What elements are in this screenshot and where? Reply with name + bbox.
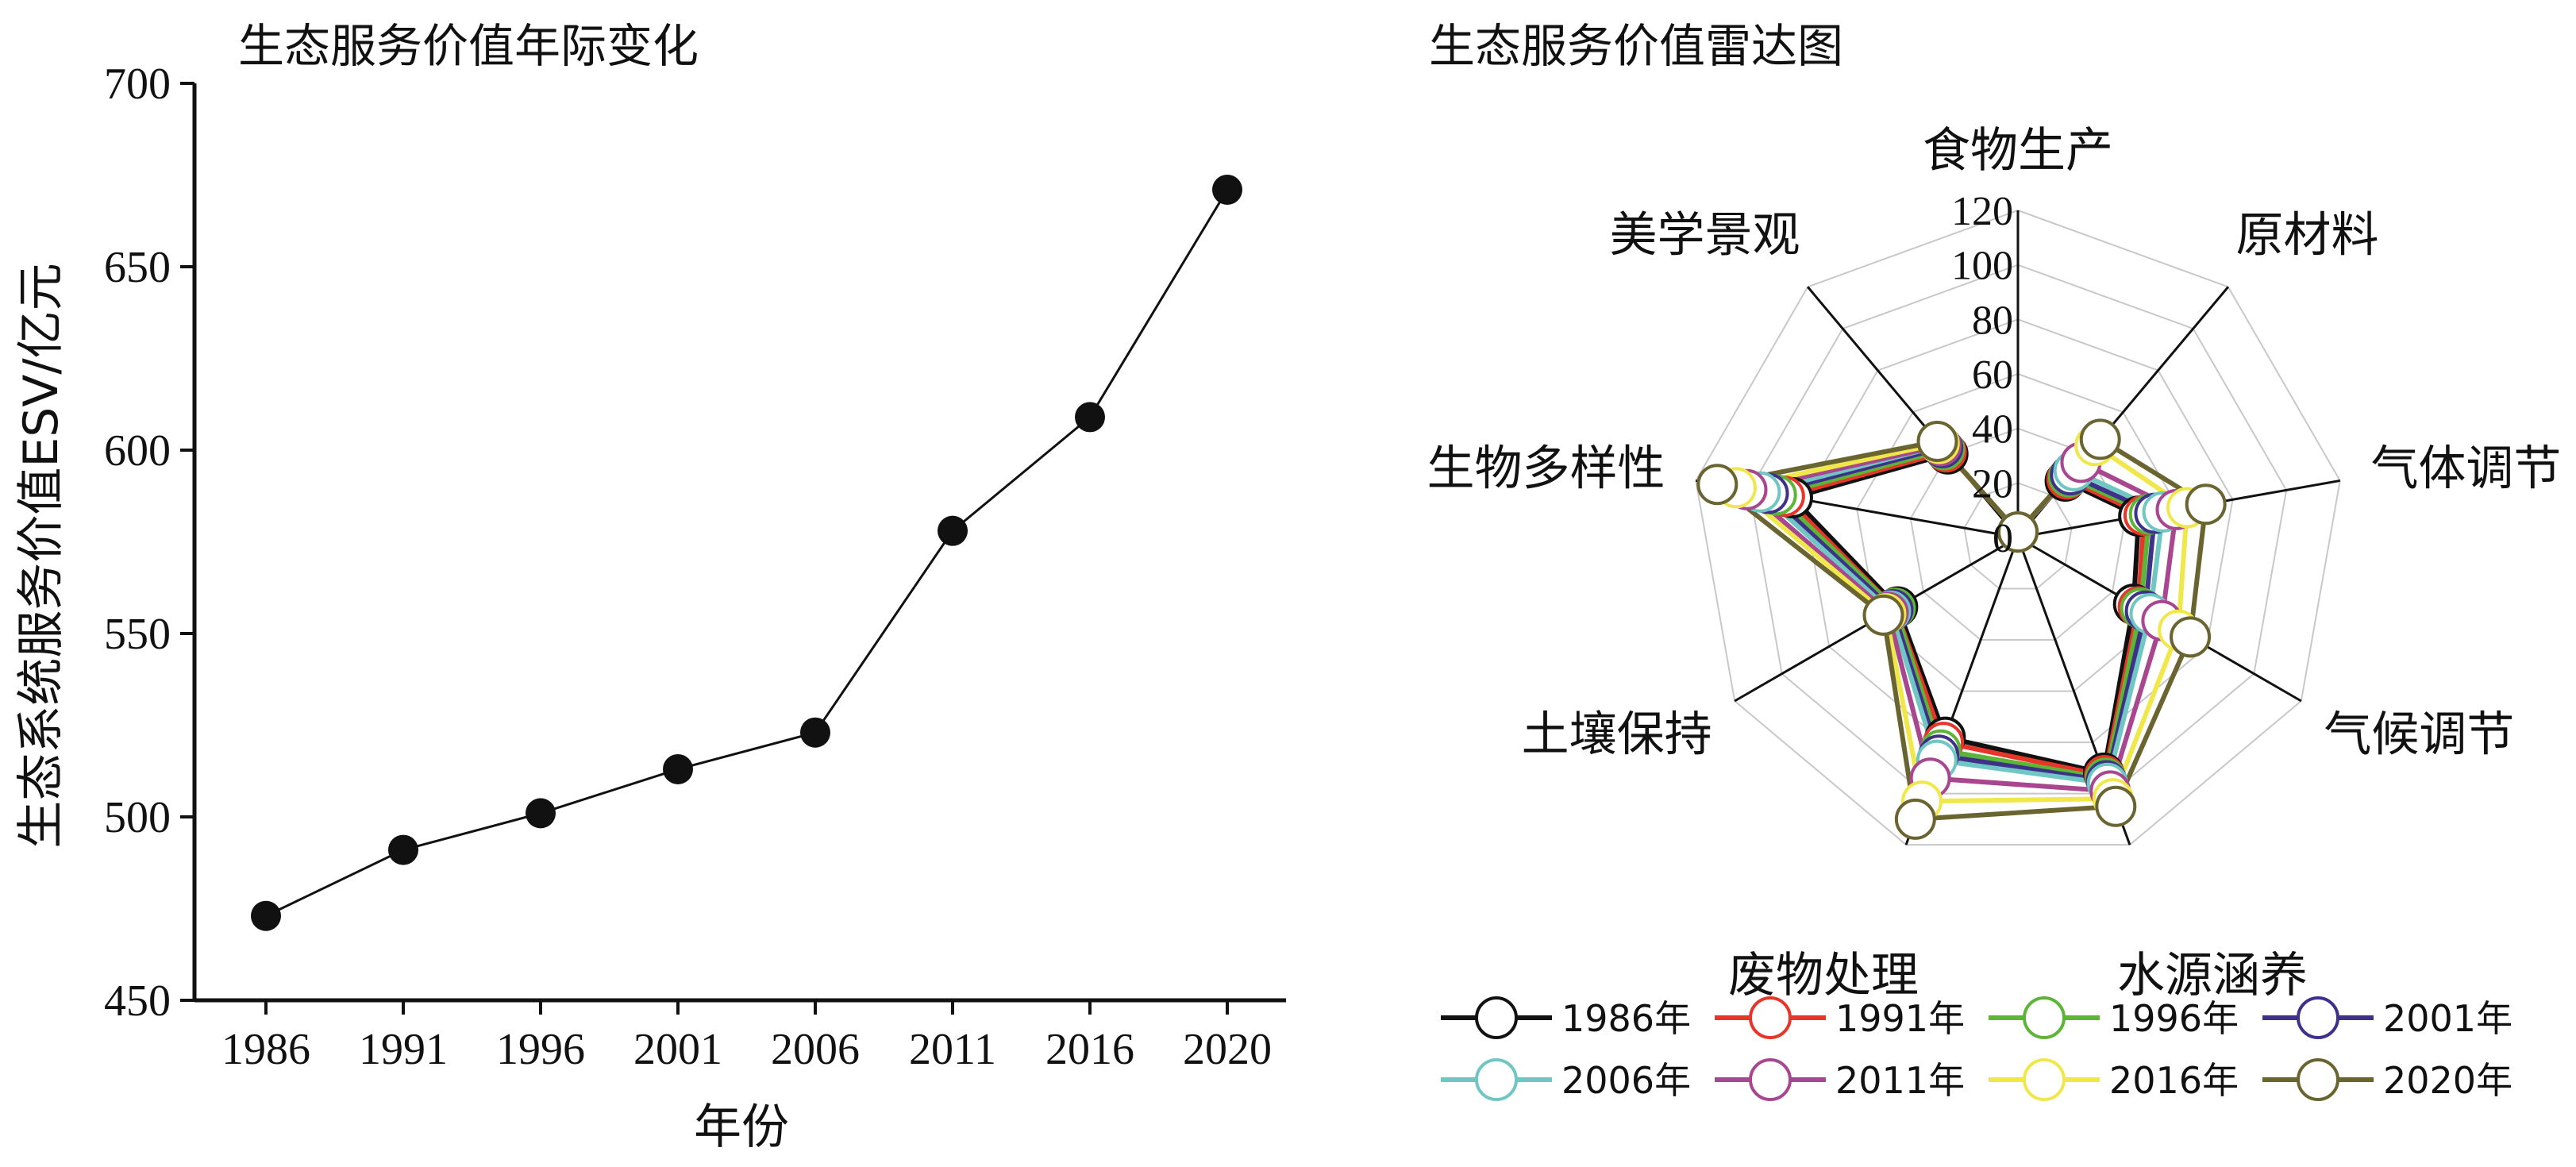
radar-series xyxy=(1696,418,2227,840)
radar-axis-label: 食物生产 xyxy=(1923,123,2113,179)
y-axis-label: 生态系统服务价值ESV/亿元 xyxy=(13,263,69,848)
radar-tick-label: 100 xyxy=(1951,244,2013,289)
legend-label: 2011年 xyxy=(1835,1059,1965,1102)
legend-marker xyxy=(2023,1058,2066,1101)
radar-data-point xyxy=(1997,511,2039,553)
x-axis-label: 年份 xyxy=(694,1100,789,1155)
data-point xyxy=(1075,402,1105,433)
x-tick-label: 1991 xyxy=(359,1025,448,1074)
x-tick-label: 2006 xyxy=(771,1025,860,1074)
y-tick-label: 450 xyxy=(104,976,171,1026)
radar-tick-label: 0 xyxy=(1993,516,2013,561)
legend-marker xyxy=(1749,1058,1792,1101)
radar-tick-label: 40 xyxy=(1972,407,2013,453)
data-point xyxy=(800,717,830,748)
radar-data-point xyxy=(1696,464,1739,506)
y-tick-label: 700 xyxy=(104,60,171,109)
legend-label: 1991年 xyxy=(1835,997,1965,1040)
radar-data-point xyxy=(2079,418,2121,460)
data-point xyxy=(251,900,281,931)
radar-series-line xyxy=(1773,447,2152,781)
legend-label: 2001年 xyxy=(2383,997,2512,1040)
y-tick-label: 650 xyxy=(104,243,171,292)
radar-grid xyxy=(1695,209,2341,846)
radar-data-point xyxy=(2170,616,2212,658)
radar-series-line xyxy=(1733,441,2190,804)
legend-label: 2020年 xyxy=(2383,1059,2512,1102)
x-tick-label: 1996 xyxy=(496,1025,585,1074)
radar-data-point xyxy=(1894,798,1936,840)
legend-label: 2006年 xyxy=(1561,1059,1691,1102)
radar-axis-label: 气候调节 xyxy=(2324,707,2514,763)
radar-series-line xyxy=(1758,443,2166,786)
radar-axis-label: 废物处理 xyxy=(1728,948,1919,1003)
y-tick-label: 600 xyxy=(104,426,171,476)
radar-tick-label: 80 xyxy=(1972,298,2013,343)
radar-chart: 生态服务价值雷达图 0 20 40 60 80 100 120 食物生产原材料气体调节气候调… xyxy=(1427,19,2562,1102)
radar-grid-ring xyxy=(1695,209,2341,846)
data-point xyxy=(526,798,556,829)
legend-marker xyxy=(1475,996,1518,1039)
legend-label: 1986年 xyxy=(1561,997,1691,1040)
radar-tick-label: 120 xyxy=(1951,189,2013,234)
x-tick-label: 2011 xyxy=(909,1025,996,1074)
radar-axis-label: 水源涵养 xyxy=(2117,948,2308,1003)
series-line xyxy=(265,189,1229,918)
y-ticks: 450 500 550 600 650 700 xyxy=(104,60,194,1026)
legend-marker xyxy=(2297,996,2339,1039)
data-point xyxy=(1212,174,1242,205)
x-tick-label: 2020 xyxy=(1183,1025,1272,1074)
y-tick-label: 550 xyxy=(104,610,171,659)
radar-tick-label: 60 xyxy=(1972,352,2013,398)
radar-ticks: 0 20 40 60 80 100 120 xyxy=(1951,189,2013,561)
y-tick-label: 500 xyxy=(104,793,171,842)
radar-series-line xyxy=(1789,451,2142,776)
radar-series-line xyxy=(1765,445,2158,784)
radar-data-point xyxy=(1862,594,1904,636)
legend-marker xyxy=(1475,1058,1518,1101)
radar-axis-label: 美学景观 xyxy=(1610,207,1800,263)
legend-label: 1996年 xyxy=(2109,997,2239,1040)
radar-series-line xyxy=(1781,449,2147,779)
x-ticks: 1986 1991 1996 2001 2006 2011 2016 2020 xyxy=(221,1000,1272,1074)
x-tick-label: 1986 xyxy=(221,1025,310,1074)
radar-tick-label: 20 xyxy=(1972,461,2013,506)
radar-data-point xyxy=(2185,483,2227,526)
radar-grid-ring xyxy=(1963,482,2073,590)
radar-axis-label: 原材料 xyxy=(2235,207,2378,263)
radar-series-line xyxy=(1744,443,2179,794)
x-tick-label: 2016 xyxy=(1045,1025,1134,1074)
legend-marker xyxy=(2023,996,2066,1039)
data-point xyxy=(388,834,418,865)
radar-chart-title: 生态服务价值雷达图 xyxy=(1429,19,1843,73)
radar-series-line xyxy=(1715,437,2208,822)
data-point xyxy=(938,515,968,546)
radar-axis-label: 生物多样性 xyxy=(1427,441,1665,497)
radar-data-point xyxy=(2095,785,2137,827)
legend-label: 2016年 xyxy=(2109,1059,2239,1102)
legend-marker xyxy=(1749,996,1792,1039)
radar-axis-label: 气体调节 xyxy=(2370,441,2561,497)
radar-grid-ring xyxy=(1748,264,2288,795)
legend-marker xyxy=(2297,1058,2339,1101)
radar-data-point xyxy=(1916,421,1958,463)
series-points xyxy=(251,174,1242,931)
x-tick-label: 2001 xyxy=(633,1025,722,1074)
legend: 1986年 1991年 1996年 2001年 2006年 2011年 2016年 2020年 xyxy=(1441,996,2512,1102)
radar-grid-ring xyxy=(1802,318,2234,744)
radar-axis-label: 土壤保持 xyxy=(1522,707,1712,763)
data-point xyxy=(663,753,693,784)
line-chart-title: 生态服务价值年际变化 xyxy=(238,19,699,73)
